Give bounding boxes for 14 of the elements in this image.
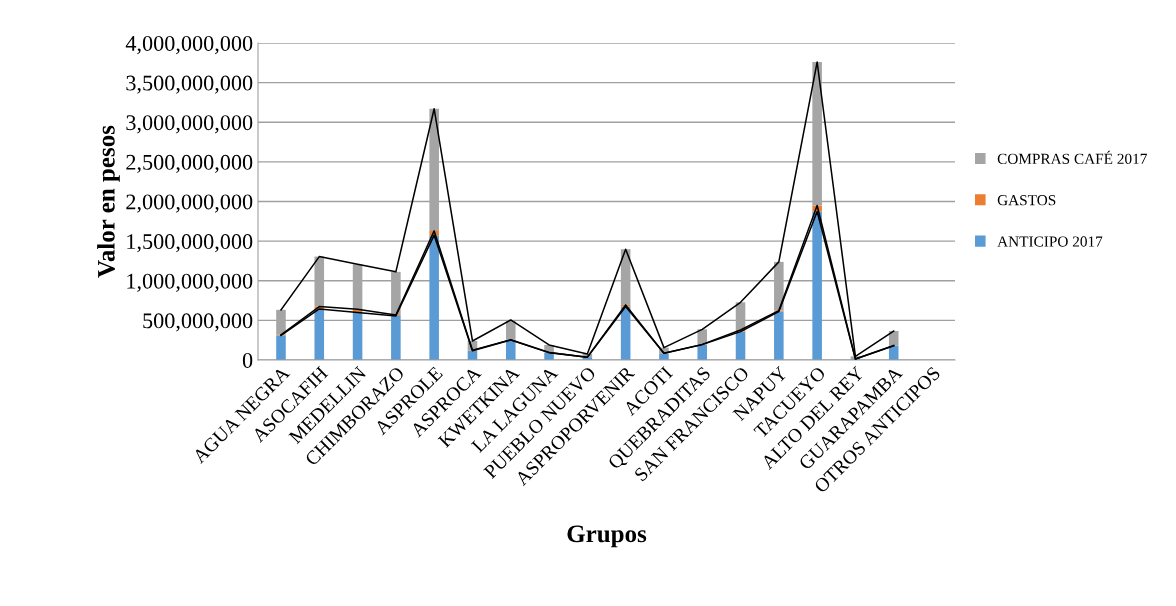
legend-label: COMPRAS CAFÉ 2017 xyxy=(997,150,1147,164)
y-tick-label: 1,500,000,000 xyxy=(127,234,253,253)
y-tick-label: 500,000,000 xyxy=(143,313,253,332)
legend-label: ANTICIPO 2017 xyxy=(997,236,1103,247)
y-tick-label: 4,000,000,000 xyxy=(125,35,253,55)
y-tick-label: 2,500,000,000 xyxy=(126,154,253,173)
y-tick-label: 3,000,000,000 xyxy=(126,115,253,134)
legend-label: GASTOS xyxy=(997,195,1056,206)
y-tick-label: 1,000,000,000 xyxy=(127,273,253,292)
x-axis-title: Grupos xyxy=(567,525,647,548)
y-tick-label: 0 xyxy=(242,352,253,368)
y-tick-label: 2,000,000,000 xyxy=(126,194,253,213)
y-tick-label: 3,500,000,000 xyxy=(126,75,253,94)
y-axis-title: Valor en pesos xyxy=(97,125,120,278)
